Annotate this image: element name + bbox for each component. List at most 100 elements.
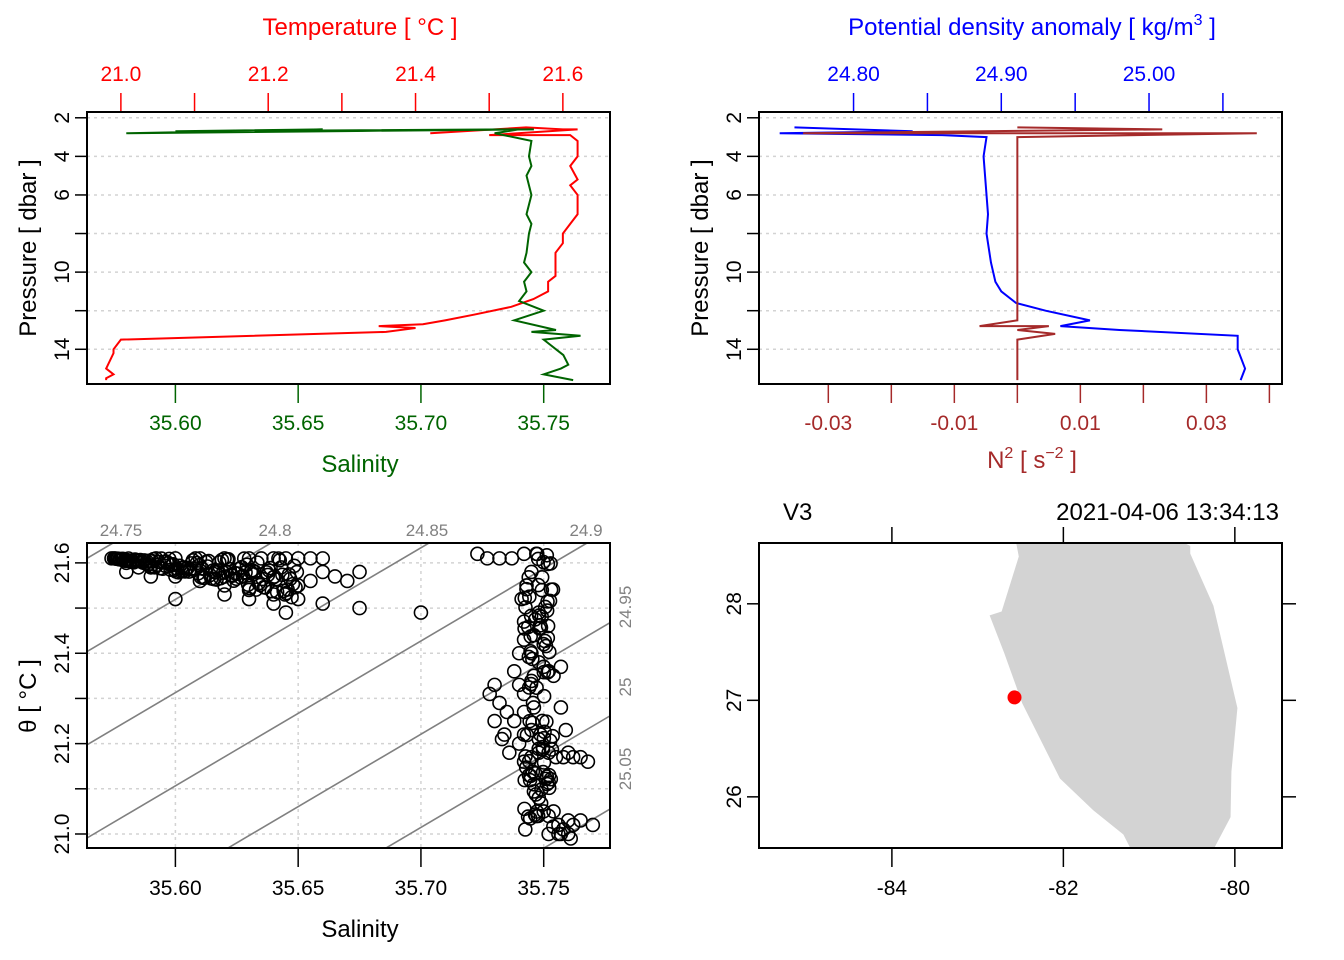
left-tick-label: 14 [723, 337, 746, 361]
ts-point [500, 705, 513, 718]
ts-point [505, 552, 518, 565]
top-axis-title: Potential density anomaly [ kg/m3 ] [848, 12, 1216, 41]
x-tick-label: 35.70 [395, 877, 448, 900]
grid [759, 118, 1282, 349]
y-tick-label: 21.4 [51, 632, 74, 673]
plot-frame [87, 112, 610, 384]
bottom-tick-label: -0.01 [930, 412, 978, 435]
x-tick-label: -82 [1048, 877, 1078, 900]
bottom-axis-title-main: N [987, 447, 1004, 474]
y-tick-label: 21.2 [51, 723, 74, 764]
left-axis-title: Pressure [ dbar ] [15, 159, 42, 336]
y-tick-label: 21.0 [51, 814, 74, 855]
panel-profile-temperature-salinity: Temperature [ °C ] Pressure [ dbar ] Sal… [15, 14, 610, 478]
left-tick-label: 2 [723, 112, 746, 124]
ts-point [316, 565, 329, 578]
left-tick-label: 4 [723, 150, 746, 162]
temperature-line [106, 127, 577, 380]
bottom-axis-title-end: ] [1064, 447, 1077, 474]
top-axis-title-sup: 3 [1194, 12, 1203, 29]
bottom-axis-title-sup2: −2 [1045, 445, 1063, 462]
left-tick-label: 2 [51, 112, 74, 124]
bottom-tick-label: 35.65 [272, 412, 325, 435]
ts-point [574, 751, 587, 764]
top-axis-title-main: Potential density anomaly [ kg/m [848, 14, 1194, 41]
top-tick-label: 21.4 [395, 63, 436, 86]
left-axis-title: Pressure [ dbar ] [687, 159, 714, 336]
y-tick-label: 27 [723, 689, 746, 712]
isopycnal-label: 25.05 [616, 748, 635, 791]
bottom-axis-title: Salinity [321, 451, 398, 478]
bottom-tick-label: 0.03 [1186, 412, 1227, 435]
density-line [780, 127, 1245, 380]
left-tick-label: 6 [723, 189, 746, 201]
left-tick-label: 4 [51, 150, 74, 162]
isopycnal-label: 24.8 [258, 521, 291, 540]
station-time: 2021-04-06 13:34:13 [1056, 499, 1279, 526]
ticks: 35.60 35.65 35.70 35.75 21.0 21.2 21.4 21.6 [51, 542, 570, 900]
ts-point [546, 730, 559, 743]
left-tick-label: 6 [51, 189, 74, 201]
bottom-axis-title: N2 [ s−2 ] [987, 445, 1077, 474]
y-tick-label: 26 [723, 785, 746, 808]
left-tick-label: 10 [51, 260, 74, 283]
plot-data [106, 127, 580, 380]
isopycnal-label: 24.85 [406, 521, 449, 540]
top-tick-label: 21.0 [100, 63, 141, 86]
y-axis-title: θ [ °C ] [15, 659, 42, 733]
ts-point [559, 724, 572, 737]
ts-point [549, 751, 562, 764]
ts-point [508, 665, 521, 678]
left-tick-label: 10 [723, 260, 746, 283]
panel-station-map: V3 2021-04-06 13:34:13 -84 -82 -80 26 27 28 [723, 499, 1296, 900]
ts-point [586, 818, 599, 831]
ts-point [341, 574, 354, 587]
ts-point [304, 552, 317, 565]
ts-point [353, 565, 366, 578]
x-tick-label: 35.60 [149, 877, 202, 900]
x-tick-label: -80 [1220, 877, 1250, 900]
top-axis-title: Temperature [ °C ] [263, 14, 458, 41]
ts-point [518, 547, 531, 560]
left-tick-label: 14 [51, 337, 74, 361]
top-tick-label: 21.2 [248, 63, 289, 86]
ts-point [519, 823, 532, 836]
ts-point [554, 701, 567, 714]
y-tick-label: 21.6 [51, 542, 74, 583]
isopycnal-label: 24.75 [100, 521, 143, 540]
x-tick-label: 35.75 [517, 877, 570, 900]
isopycnal-label: 24.95 [616, 586, 635, 629]
y-tick-label: 28 [723, 592, 746, 615]
land-polygon [990, 543, 1238, 848]
top-tick-label: 25.00 [1123, 63, 1176, 86]
ts-point [488, 715, 501, 728]
ts-point [304, 574, 317, 587]
top-tick-label: 24.90 [975, 63, 1028, 86]
x-axis-title: Salinity [321, 916, 398, 943]
ticks: 2 4 6 10 14 24.80 24.90 25.00 -0.03 -0.01 0.01 0.03 [723, 63, 1269, 435]
bottom-tick-label: 35.60 [149, 412, 202, 435]
ts-point [328, 570, 341, 583]
ts-point [542, 620, 555, 633]
ts-point [316, 552, 329, 565]
ts-point [218, 588, 231, 601]
plot-data [105, 547, 599, 845]
ts-point [554, 660, 567, 673]
isopycnal-line [361, 543, 1061, 956]
bottom-axis-title-mid: [ s [1013, 447, 1045, 474]
isopycnal-label: 24.9 [569, 521, 602, 540]
ts-point [493, 552, 506, 565]
top-tick-label: 24.80 [827, 63, 880, 86]
ticks: 2 4 6 10 14 21.0 21.2 21.4 21.6 35.60 35.65 35.70 35… [51, 63, 583, 435]
n2-line [803, 127, 1257, 380]
figure: Temperature [ °C ] Pressure [ dbar ] Sal… [0, 0, 1344, 960]
ts-point [574, 814, 587, 827]
station-name: V3 [783, 499, 812, 526]
ts-point [536, 571, 549, 584]
isopycnal-label: 25 [616, 678, 635, 697]
bottom-tick-label: -0.03 [804, 412, 852, 435]
x-tick-label: 35.65 [272, 877, 325, 900]
ts-point [581, 755, 594, 768]
x-tick-label: -84 [877, 877, 908, 900]
bottom-tick-label: 35.75 [517, 412, 570, 435]
